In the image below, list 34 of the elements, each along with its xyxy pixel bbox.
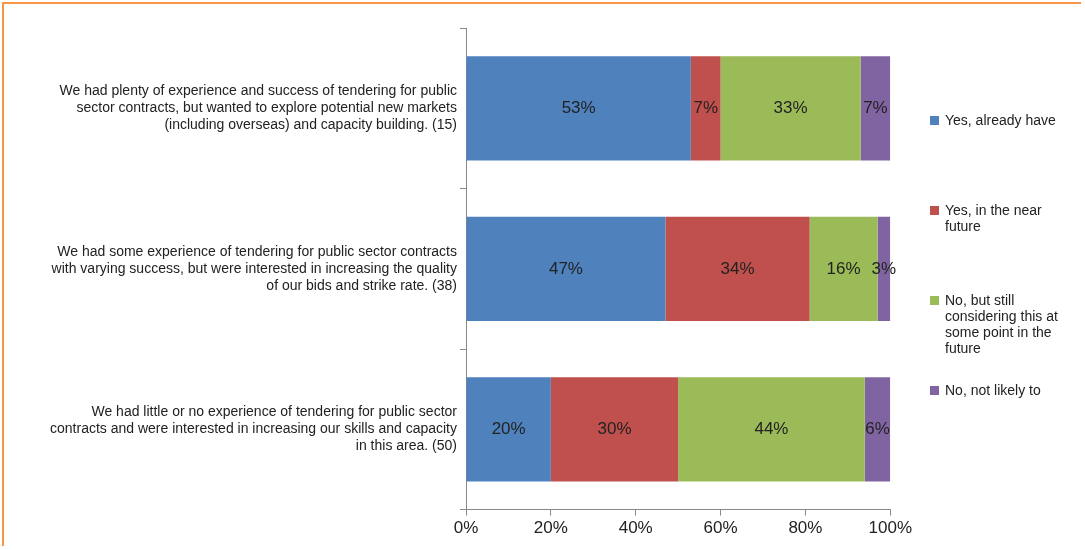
data-label: 30% — [597, 419, 632, 439]
x-tick-label: 100% — [868, 518, 912, 538]
bar — [860, 56, 891, 161]
data-label: 6% — [865, 419, 890, 439]
x-tick-label: 0% — [453, 518, 479, 538]
y-tick-label: We had some experience of tendering for public sector contracts with varying success, but were interested in increasing the quality of our bids and strike rate. (38) — [50, 242, 457, 293]
bar — [466, 216, 666, 322]
bar — [550, 377, 679, 482]
data-label: 20% — [491, 419, 526, 439]
bar — [864, 377, 891, 482]
x-tick-label: 60% — [703, 518, 738, 538]
data-label: 53% — [561, 98, 596, 118]
data-label: 44% — [754, 419, 789, 439]
data-label: 7% — [863, 98, 888, 118]
y-tick-label: We had plenty of experience and success of tendering for public sector contracts, but wanted to explore potential new markets (including overseas) and capacity building. (15) — [59, 82, 457, 133]
x-tick-label: 20% — [533, 518, 568, 538]
bar — [665, 216, 810, 322]
bar — [720, 56, 861, 161]
x-tick-label: 40% — [618, 518, 653, 538]
legend-label: No, not likely to — [945, 382, 1041, 398]
x-tick-label: 80% — [788, 518, 823, 538]
bar — [466, 56, 691, 161]
y-tick-label: We had little or no experience of tendering for public sector contracts and were interested in increasing our skills and capacity in this area. (50) — [50, 403, 458, 454]
bar — [690, 56, 721, 161]
bar — [466, 377, 551, 482]
data-label: 47% — [548, 258, 583, 278]
data-label: 34% — [720, 258, 755, 278]
bar — [678, 377, 865, 482]
data-label: 7% — [693, 98, 718, 118]
legend-label: No, but still considering this at some point in the future — [945, 292, 1059, 356]
legend-label: Yes, in the near future — [945, 202, 1043, 234]
legend-label: Yes, already have — [945, 112, 1056, 128]
data-label: 33% — [773, 98, 808, 118]
data-label: 16% — [826, 258, 861, 278]
